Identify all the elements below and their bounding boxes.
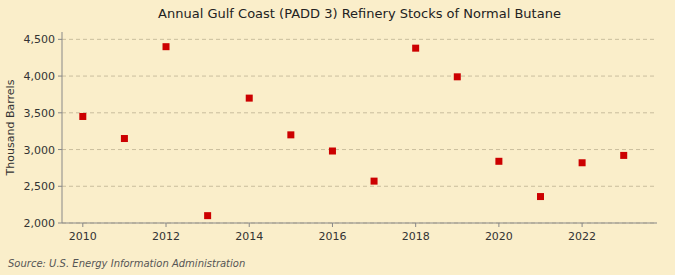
point: [537, 193, 544, 200]
point: [454, 73, 461, 80]
point: [121, 135, 128, 142]
grid-line: [62, 223, 657, 224]
x-tick-label: 2016: [318, 230, 346, 243]
y-tick: [58, 39, 62, 40]
x-tick: [332, 223, 333, 227]
point: [163, 43, 170, 50]
x-tick: [415, 223, 416, 227]
x-tick-label: 2010: [69, 230, 97, 243]
grid-line: [62, 112, 657, 113]
source-note: Source: U.S. Energy Information Administ…: [8, 258, 245, 269]
x-tick: [498, 223, 499, 227]
grid-line: [62, 186, 657, 187]
y-axis-line: [62, 32, 63, 223]
y-tick-label: 4,000: [24, 70, 56, 83]
x-tick: [582, 223, 583, 227]
grid: [62, 39, 657, 223]
title: Annual Gulf Coast (PADD 3) Refinery Stoc…: [158, 6, 561, 21]
x-tick-label: 2014: [235, 230, 263, 243]
x-tick: [249, 223, 250, 227]
chart: Annual Gulf Coast (PADD 3) Refinery Stoc…: [0, 0, 675, 275]
grid-line: [62, 149, 657, 150]
point: [329, 148, 336, 155]
point: [495, 158, 502, 165]
x-tick: [82, 223, 83, 227]
x-tick-label: 2020: [485, 230, 513, 243]
point: [287, 131, 294, 138]
y-tick-label: 2,000: [24, 217, 56, 230]
y-tick: [58, 186, 62, 187]
y-tick-label: 3,500: [24, 107, 56, 120]
point: [371, 178, 378, 185]
y-axis-label: Thousand Barrels: [4, 79, 17, 176]
point: [204, 212, 211, 219]
point: [412, 45, 419, 52]
x-axis-line: [62, 223, 657, 224]
x-tick-label: 2012: [152, 230, 180, 243]
y-tick-label: 3,000: [24, 144, 56, 157]
x-tick-label: 2022: [568, 230, 596, 243]
point: [620, 152, 627, 159]
y-tick: [58, 149, 62, 150]
grid-line: [62, 76, 657, 77]
y-tick-label: 2,500: [24, 180, 56, 193]
y-tick: [58, 112, 62, 113]
point: [579, 159, 586, 166]
y-tick: [58, 76, 62, 77]
grid-line: [62, 39, 657, 40]
x-tick-label: 2018: [402, 230, 430, 243]
points: [79, 43, 627, 219]
y-tick-label: 4,500: [24, 33, 56, 46]
y-tick: [58, 223, 62, 224]
point: [79, 113, 86, 120]
point: [246, 95, 253, 102]
x-tick: [166, 223, 167, 227]
